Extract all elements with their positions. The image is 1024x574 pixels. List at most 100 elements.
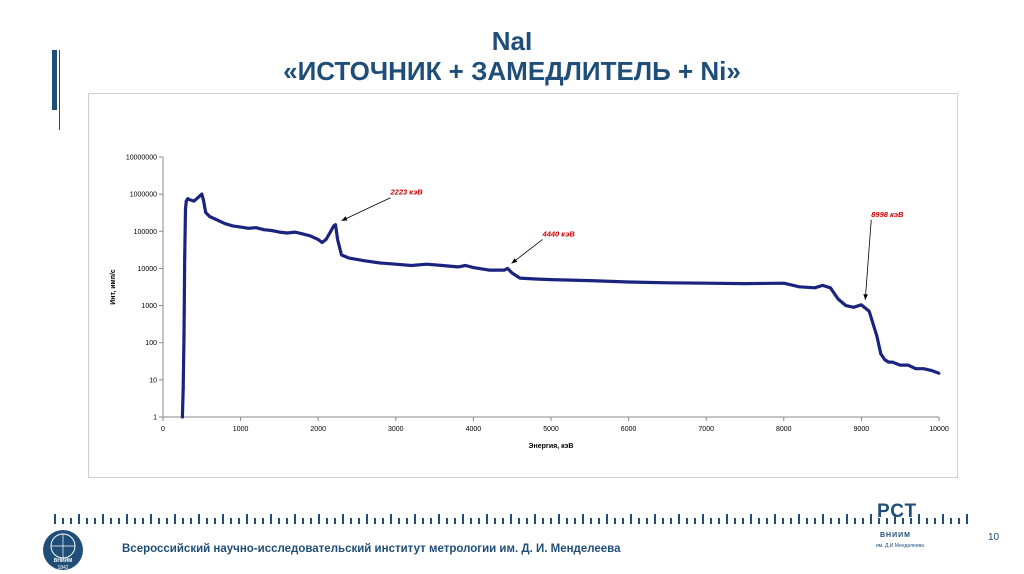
footer-tick xyxy=(654,514,656,524)
data-point xyxy=(898,363,902,367)
footer-tick xyxy=(430,518,432,524)
footer-tick xyxy=(798,514,800,524)
footer-tick xyxy=(950,518,952,524)
data-point xyxy=(906,363,910,367)
footer-tick xyxy=(414,514,416,524)
footer-tick xyxy=(614,518,616,524)
footer-tick xyxy=(310,518,312,524)
x-tick-label: 2000 xyxy=(310,426,326,433)
y-tick-label: 1000 xyxy=(141,303,157,310)
footer-tick xyxy=(438,514,440,524)
footer-tick xyxy=(286,518,288,524)
x-tick-label: 7000 xyxy=(698,426,714,433)
vniim-label: ВНИИМ xyxy=(880,532,912,539)
data-point xyxy=(883,358,887,362)
footer-tick xyxy=(550,518,552,524)
footer-tick xyxy=(918,514,920,524)
footer-tick xyxy=(582,514,584,524)
footer-tick xyxy=(838,518,840,524)
footer-tick xyxy=(566,518,568,524)
y-axis-label: Инт, имп/с xyxy=(110,269,117,305)
footer-tick xyxy=(662,518,664,524)
x-tick-label: 9000 xyxy=(854,426,870,433)
y-tick-label: 100 xyxy=(145,340,157,347)
footer-tick xyxy=(574,518,576,524)
footer-tick xyxy=(670,518,672,524)
footer-tick xyxy=(758,518,760,524)
x-tick-label: 4000 xyxy=(466,426,482,433)
footer-institute-name: Всероссийский научно-исследовательский и… xyxy=(122,543,621,555)
footer-tick xyxy=(958,518,960,524)
footer-tick xyxy=(174,514,176,524)
footer-tick xyxy=(878,518,880,524)
data-point xyxy=(937,371,941,375)
footer-tick xyxy=(742,518,744,524)
footer-tick xyxy=(102,514,104,524)
footer-tick xyxy=(814,518,816,524)
footer-tick xyxy=(790,518,792,524)
footer-tick xyxy=(822,514,824,524)
page-number: 10 xyxy=(988,532,1000,543)
footer-tick xyxy=(702,514,704,524)
footer-tick xyxy=(622,518,624,524)
footer-tick xyxy=(422,518,424,524)
footer-tick xyxy=(214,518,216,524)
footer-tick xyxy=(134,518,136,524)
footer-tick xyxy=(206,518,208,524)
footer-tick xyxy=(158,518,160,524)
footer-tick xyxy=(590,518,592,524)
footer-tick xyxy=(294,514,296,524)
footer-tick xyxy=(966,514,968,524)
footer-tick xyxy=(222,514,224,524)
slide-subtitle: «ИСТОЧНИК + ЗАМЕДЛИТЕЛЬ + Ni» xyxy=(283,56,741,86)
footer-tick xyxy=(774,514,776,524)
footer-tick xyxy=(598,518,600,524)
chart-frame xyxy=(88,93,958,478)
footer-tick xyxy=(646,518,648,524)
footer-tick xyxy=(542,518,544,524)
y-tick-label: 1000000 xyxy=(130,192,157,199)
accent-line xyxy=(59,50,60,130)
footer-tick xyxy=(198,514,200,524)
footer-tick xyxy=(494,518,496,524)
spectrum-series-line xyxy=(180,192,940,418)
footer-tick xyxy=(886,518,888,524)
footer-tick xyxy=(862,518,864,524)
annotation-arrow xyxy=(864,219,872,300)
footer-tick xyxy=(390,514,392,524)
accent-bar xyxy=(52,50,57,110)
footer-tick xyxy=(326,518,328,524)
footer-tick xyxy=(782,518,784,524)
data-point xyxy=(922,367,925,371)
footer-tick xyxy=(726,514,728,524)
footer-tick xyxy=(478,518,480,524)
footer-tick xyxy=(62,518,64,524)
footer-tick xyxy=(78,514,80,524)
annotation-arrowhead xyxy=(511,258,518,264)
y-tick-label: 100000 xyxy=(134,229,157,236)
data-point xyxy=(180,415,184,419)
footer-tick xyxy=(734,518,736,524)
footer-tick xyxy=(910,518,912,524)
footer-tick xyxy=(302,518,304,524)
footer-tick xyxy=(334,518,336,524)
footer-tick xyxy=(710,518,712,524)
data-point xyxy=(929,368,933,372)
footer-tick xyxy=(846,514,848,524)
footer-tick xyxy=(366,514,368,524)
footer-tick xyxy=(70,518,72,524)
footer-tick xyxy=(230,518,232,524)
data-point xyxy=(875,334,879,338)
footer-tick xyxy=(934,518,936,524)
x-tick-label: 10000 xyxy=(929,426,949,433)
x-tick-label: 3000 xyxy=(388,426,404,433)
x-axis-label: Энергия, кэВ xyxy=(529,443,574,450)
rst-logo: РСТ xyxy=(877,501,918,522)
footer-tick xyxy=(446,518,448,524)
footer-tick xyxy=(534,514,536,524)
x-tick-label: 0 xyxy=(161,426,165,433)
footer-tick xyxy=(318,514,320,524)
y-tick-label: 10000000 xyxy=(126,155,157,162)
footer-tick xyxy=(718,518,720,524)
footer-tick xyxy=(870,514,872,524)
